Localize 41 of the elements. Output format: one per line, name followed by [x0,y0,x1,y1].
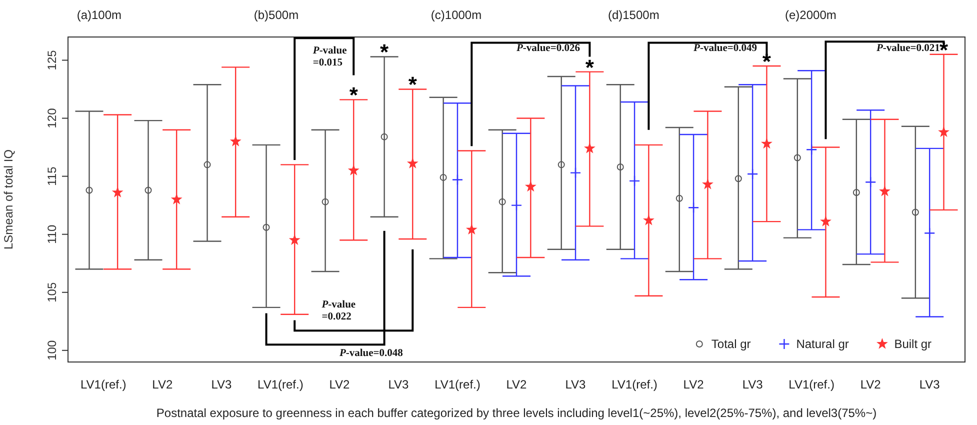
x-tick-label: LV3 [211,378,232,392]
text: (d)1500m [608,8,660,22]
x-tick-label: LV1(ref.) [258,378,304,392]
annotation: P-value=0.048 [339,348,403,360]
text: (b)500m [254,8,299,22]
y-tick-label: 115 [45,166,59,186]
annotation: P-value=0.022 [322,299,356,322]
annotation: * [585,54,594,80]
y-tick-label: 100 [45,340,59,360]
x-tick-label: LV3 [919,378,940,392]
x-tick-label: LV3 [565,378,586,392]
y-tick-label: 110 [45,224,59,244]
y-tick-label: 120 [45,108,59,128]
annotation: P-value=0.021 [876,42,940,54]
x-tick-label: LV1(ref.) [788,378,834,392]
annotation: P-value=0.026 [516,42,580,54]
x-tick-label: LV2 [329,378,350,392]
legend-label: Built gr [894,337,932,351]
text: (e)2000m [785,8,836,22]
y-tick-label: 105 [45,282,59,302]
x-tick-label: LV2 [860,378,882,392]
annotation: * [380,40,390,65]
x-tick-label: LV1(ref.) [612,378,658,392]
text: (a)100m [76,8,122,22]
x-axis-title: Postnatal exposure to greenness in each buffer categorized by three levels including level1(~25%), level2(25%-75%), and level3(75%~) [156,406,877,420]
x-tick-label: LV2 [506,378,528,392]
y-axis-title: LSmean of total IQ [1,149,16,250]
annotation: * [349,82,358,108]
legend-label: Total gr [711,337,751,351]
x-tick-label: LV1(ref.) [80,378,126,392]
y-tick-label: 125 [45,50,59,70]
text: (c)1000m [430,8,482,22]
x-tick-label: LV1(ref.) [434,378,480,392]
x-tick-label: LV2 [683,378,704,392]
x-tick-label: LV3 [742,378,764,392]
annotation: P-value=0.049 [694,42,757,54]
x-tick-label: LV2 [152,378,173,392]
x-tick-label: LV3 [388,378,410,392]
annotation: * [408,72,418,98]
annotation: P-value=0.015 [312,45,348,68]
legend-label: Natural gr [796,337,849,351]
